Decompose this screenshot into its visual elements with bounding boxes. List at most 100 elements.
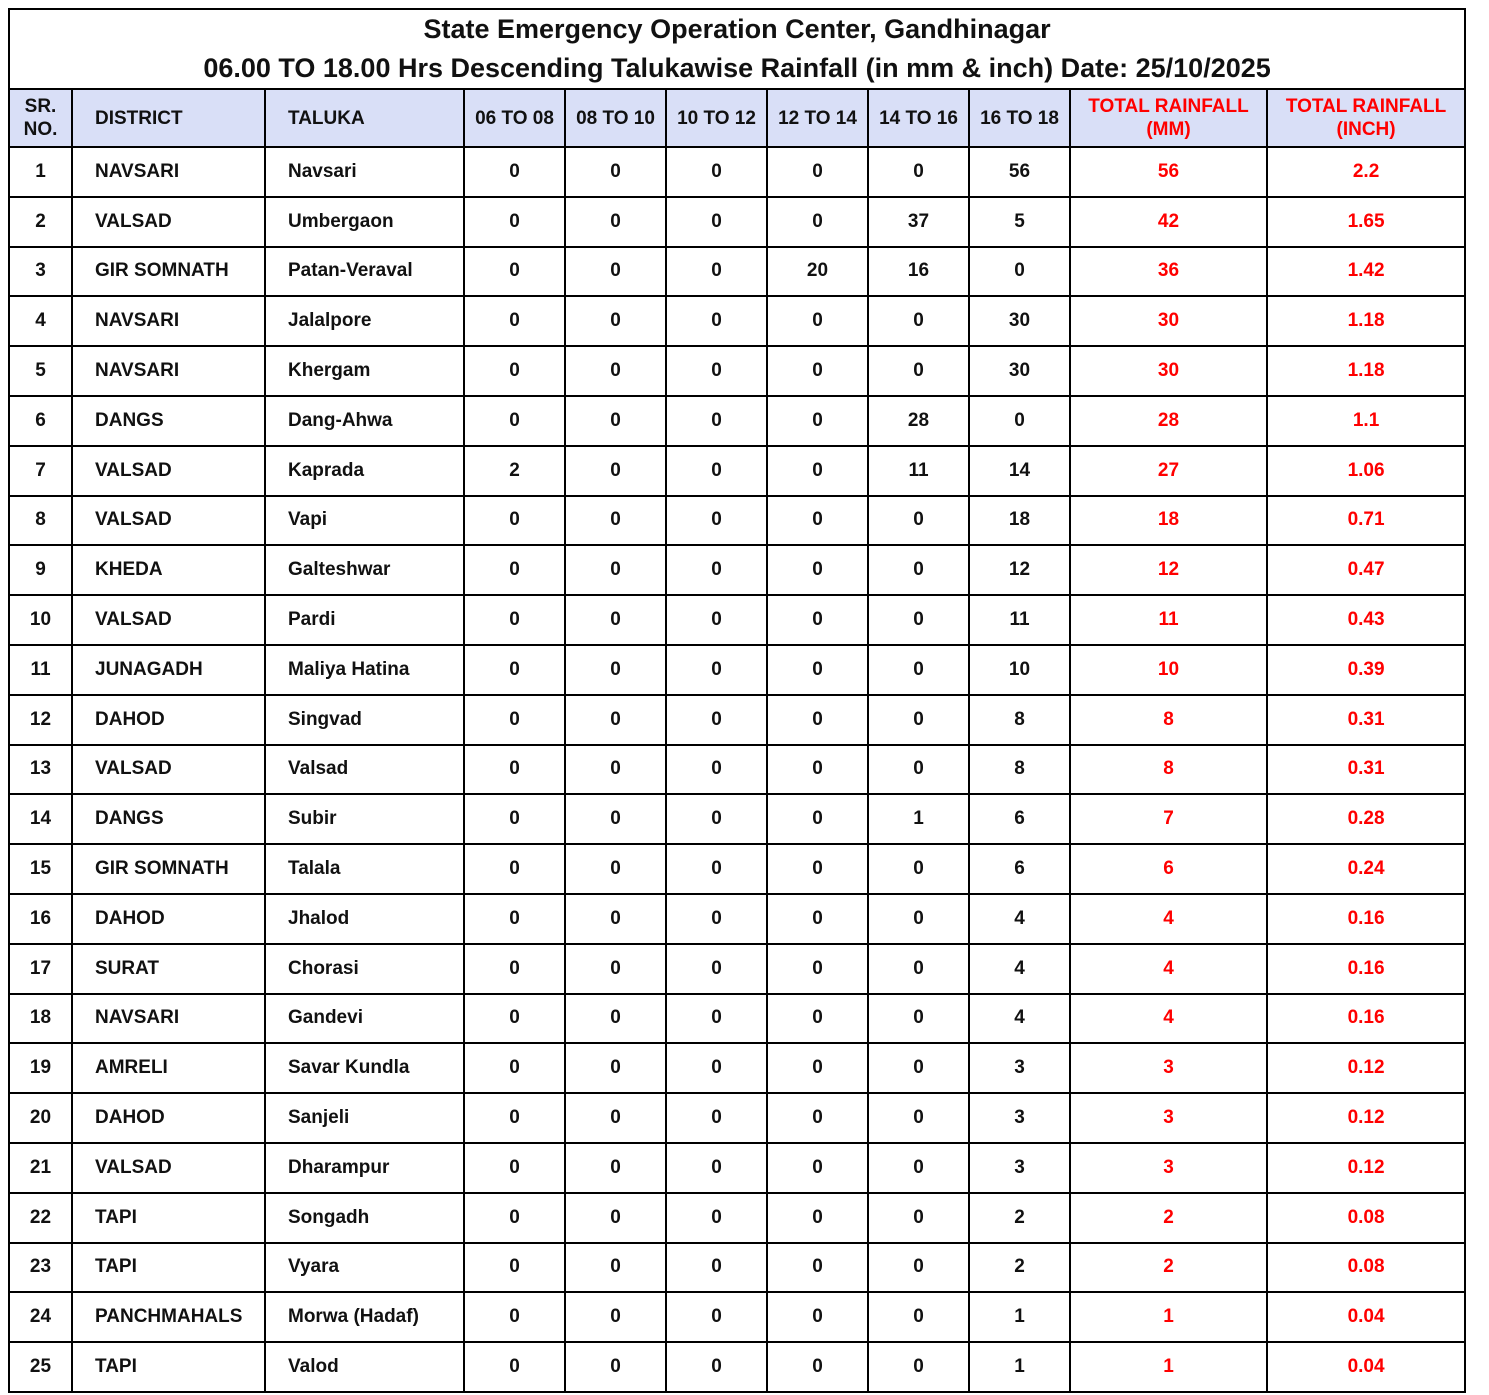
- table-row: 15 GIR SOMNATH Talala 0 0 0 0 0 6 6 0.24: [8, 843, 1467, 895]
- cell-16-18: 14: [968, 444, 1071, 497]
- cell-sr-no: 1: [8, 146, 73, 198]
- cell-12-14: 0: [766, 992, 869, 1045]
- cell-total-mm: 27: [1069, 444, 1268, 497]
- table-row: 23 TAPI Vyara 0 0 0 0 0 2 2 0.08: [8, 1241, 1467, 1294]
- cell-total-inch: 0.39: [1265, 643, 1467, 696]
- cell-10-12: 0: [665, 643, 768, 696]
- cell-12-14: 0: [766, 1092, 869, 1144]
- cell-total-mm: 12: [1069, 544, 1268, 597]
- cell-total-mm: 28: [1069, 394, 1268, 447]
- cell-total-inch: 0.31: [1265, 743, 1467, 796]
- cell-06-08: 0: [463, 942, 566, 995]
- cell-total-inch: 1.1: [1265, 394, 1467, 447]
- cell-total-inch: 0.71: [1265, 494, 1467, 547]
- cell-16-18: 10: [968, 643, 1071, 696]
- cell-total-mm: 3: [1069, 1092, 1268, 1144]
- header-total-mm: TOTAL RAINFALL (MM): [1069, 88, 1268, 148]
- cell-06-08: 0: [463, 1241, 566, 1294]
- cell-district: JUNAGADH: [71, 643, 266, 696]
- header-16-18: 16 TO 18: [968, 88, 1071, 148]
- cell-total-inch: 1.42: [1265, 245, 1467, 298]
- header-08-10: 08 TO 10: [564, 88, 667, 148]
- cell-total-inch: 0.12: [1265, 1141, 1467, 1194]
- rainfall-table: State Emergency Operation Center, Gandhi…: [7, 8, 1467, 1393]
- cell-10-12: 0: [665, 743, 768, 796]
- cell-total-mm: 3: [1069, 1141, 1268, 1194]
- cell-14-16: 0: [867, 1191, 970, 1244]
- header-district: DISTRICT: [71, 88, 266, 148]
- cell-16-18: 4: [968, 942, 1071, 995]
- cell-district: NAVSARI: [71, 345, 266, 397]
- cell-10-12: 0: [665, 345, 768, 397]
- cell-14-16: 0: [867, 146, 970, 198]
- cell-taluka: Valsad: [264, 743, 465, 796]
- cell-sr-no: 10: [8, 594, 73, 646]
- cell-14-16: 0: [867, 1341, 970, 1393]
- cell-12-14: 0: [766, 1042, 869, 1095]
- cell-district: VALSAD: [71, 743, 266, 796]
- cell-sr-no: 17: [8, 942, 73, 995]
- cell-08-10: 0: [564, 1241, 667, 1294]
- cell-district: NAVSARI: [71, 146, 266, 198]
- cell-10-12: 0: [665, 544, 768, 597]
- cell-sr-no: 22: [8, 1191, 73, 1244]
- cell-taluka: Subir: [264, 793, 465, 846]
- cell-10-12: 0: [665, 394, 768, 447]
- cell-16-18: 2: [968, 1191, 1071, 1244]
- cell-12-14: 0: [766, 693, 869, 746]
- cell-16-18: 4: [968, 992, 1071, 1045]
- cell-total-inch: 0.08: [1265, 1191, 1467, 1244]
- cell-14-16: 0: [867, 942, 970, 995]
- table-row: 12 DAHOD Singvad 0 0 0 0 0 8 8 0.31: [8, 693, 1467, 746]
- cell-08-10: 0: [564, 295, 667, 348]
- cell-14-16: 28: [867, 394, 970, 447]
- cell-14-16: 37: [867, 195, 970, 248]
- cell-08-10: 0: [564, 992, 667, 1045]
- cell-14-16: 0: [867, 345, 970, 397]
- cell-14-16: 1: [867, 793, 970, 846]
- cell-08-10: 0: [564, 743, 667, 796]
- cell-total-mm: 2: [1069, 1191, 1268, 1244]
- cell-taluka: Gandevi: [264, 992, 465, 1045]
- cell-taluka: Dharampur: [264, 1141, 465, 1194]
- cell-14-16: 0: [867, 1241, 970, 1294]
- cell-16-18: 30: [968, 295, 1071, 348]
- cell-12-14: 0: [766, 444, 869, 497]
- cell-08-10: 0: [564, 942, 667, 995]
- cell-total-mm: 1: [1069, 1341, 1268, 1393]
- cell-district: SURAT: [71, 942, 266, 995]
- cell-10-12: 0: [665, 444, 768, 497]
- cell-sr-no: 15: [8, 843, 73, 895]
- cell-08-10: 0: [564, 1341, 667, 1393]
- cell-10-12: 0: [665, 1191, 768, 1244]
- cell-12-14: 0: [766, 793, 869, 846]
- cell-06-08: 0: [463, 743, 566, 796]
- cell-total-mm: 36: [1069, 245, 1268, 298]
- cell-06-08: 0: [463, 843, 566, 895]
- cell-10-12: 0: [665, 1341, 768, 1393]
- cell-total-mm: 1: [1069, 1291, 1268, 1344]
- cell-total-mm: 30: [1069, 345, 1268, 397]
- cell-08-10: 0: [564, 594, 667, 646]
- cell-district: GIR SOMNATH: [71, 245, 266, 298]
- cell-district: DANGS: [71, 394, 266, 447]
- cell-16-18: 1: [968, 1291, 1071, 1344]
- cell-total-inch: 0.16: [1265, 892, 1467, 945]
- cell-08-10: 0: [564, 444, 667, 497]
- cell-10-12: 0: [665, 594, 768, 646]
- cell-sr-no: 18: [8, 992, 73, 1045]
- cell-06-08: 0: [463, 146, 566, 198]
- cell-taluka: Umbergaon: [264, 195, 465, 248]
- cell-06-08: 0: [463, 992, 566, 1045]
- cell-sr-no: 2: [8, 195, 73, 248]
- cell-total-inch: 2.2: [1265, 146, 1467, 198]
- table-row: 18 NAVSARI Gandevi 0 0 0 0 0 4 4 0.16: [8, 992, 1467, 1045]
- cell-10-12: 0: [665, 295, 768, 348]
- cell-06-08: 0: [463, 544, 566, 597]
- cell-16-18: 8: [968, 693, 1071, 746]
- cell-sr-no: 19: [8, 1042, 73, 1095]
- cell-14-16: 16: [867, 245, 970, 298]
- cell-12-14: 0: [766, 494, 869, 547]
- cell-12-14: 0: [766, 1341, 869, 1393]
- cell-06-08: 0: [463, 693, 566, 746]
